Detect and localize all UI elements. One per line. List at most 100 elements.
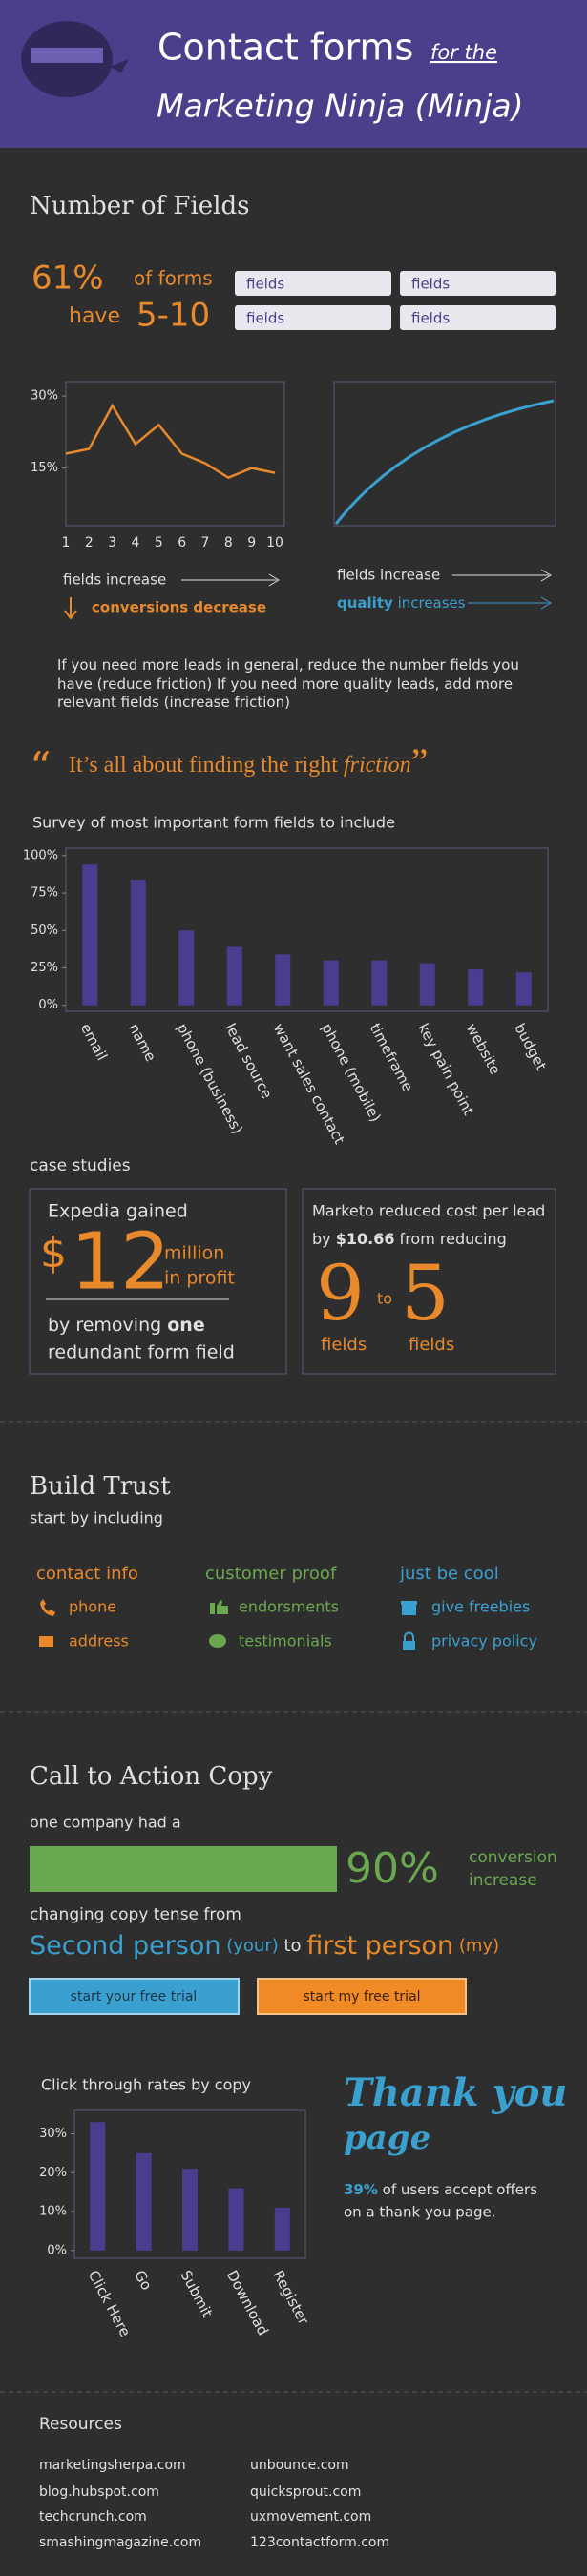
trust-item: give freebies [431,1598,530,1616]
bar [82,864,98,1006]
case-number: 9 [316,1249,365,1338]
case-text: to [377,1290,392,1308]
cta-text: changing copy tense from [30,1905,241,1924]
tense-note: (your) [221,1936,279,1956]
bar [136,2152,152,2251]
line [65,403,276,480]
quote: It’s all about finding the right frictio… [69,740,428,783]
field-boxes [235,271,556,330]
case-amount: 12 [71,1216,170,1307]
y-tick-label: 30% [31,389,58,404]
arrow [452,569,552,582]
bar [182,2169,198,2251]
y-tick-label: 15% [31,461,58,475]
tense-note: (my) [453,1936,499,1956]
x-tick-label: 10 [266,535,283,551]
bar [323,960,339,1006]
case-currency: $ [40,1229,67,1278]
y-tick-label: 0% [47,2243,67,2257]
x-tick-label: Download [223,2268,272,2338]
y-tick-label: 75% [31,886,58,901]
field-label: fields [411,310,450,327]
y-tick-label: 10% [39,2205,67,2219]
button[interactable] [257,1978,467,2015]
stat: 90% [346,1844,439,1893]
trust-item: address [69,1632,129,1651]
bar [226,946,242,1006]
bar [178,930,195,1006]
x-tick-label: 1 [62,535,71,551]
quote-mark: ” [411,740,429,783]
effect: quality increases [337,594,466,612]
stat-text: conversion [469,1848,557,1867]
effect-strong: quality [337,594,393,612]
x-tick-label: Go [131,2268,156,2294]
header-title-small: for the [430,41,497,64]
section-heading: Call to Action Copy [30,1762,273,1791]
section-subheading: start by including [30,1509,163,1527]
stat-text: have [69,304,120,328]
resource-link[interactable]: unbounce.com [250,2458,349,2473]
chart-title: Survey of most important form fields to … [32,814,395,832]
case-unit: million [164,1243,224,1264]
bar [228,2188,244,2251]
section-heading: Number of Fields [30,192,249,220]
stat: 61% [31,260,104,298]
thank-text: of users accept offers [378,2181,537,2198]
resource-link[interactable]: smashingmagazine.com [39,2535,201,2550]
bar [275,954,291,1006]
bar [419,963,435,1006]
trust-item: endorsments [239,1598,339,1616]
y-tick-label: 100% [23,848,58,862]
trust-item: phone [69,1598,116,1616]
x-tick-label: email [77,1021,111,1064]
case-number: 5 [401,1249,450,1338]
x-tick-label: 8 [224,535,233,551]
quote-mark: “ [30,744,52,793]
case-text: by $10.66 from reducing [312,1230,507,1248]
y-tick-label: 30% [39,2127,67,2141]
resource-link[interactable]: techcrunch.com [39,2509,147,2524]
button-label[interactable]: start your free trial [71,1989,198,2005]
resource-link[interactable]: 123contactform.com [250,2535,389,2550]
x-tick-label: Register [269,2268,312,2329]
plot-frame [65,847,549,1012]
arrow [64,597,77,620]
thank-title: Thank you [344,2070,568,2115]
stat-range: 5-10 [136,297,210,335]
button-label[interactable]: start my free trial [303,1989,420,2005]
y-tick-label: 50% [31,924,58,938]
case-text: by removing one [48,1315,205,1336]
x-tick-label: 5 [155,535,163,551]
resource-link[interactable]: blog.hubspot.com [39,2484,159,2500]
icons [39,1599,417,1650]
x-tick-label: 3 [108,535,116,551]
stat-text: of forms [134,267,213,290]
x-tick-label: 7 [201,535,210,551]
case-strong: $10.66 [336,1230,395,1248]
case-box [302,1188,556,1375]
column-title: customer proof [205,1564,337,1584]
thank-stat: 39% [344,2181,378,2198]
case-text: from reducing [394,1230,506,1248]
thank-text: on a thank you page. [344,2204,496,2221]
bar [274,2207,290,2251]
button[interactable] [29,1978,240,2015]
advice: If you need more leads in general, reduc… [57,656,519,711]
case-unit: in profit [164,1268,235,1289]
case-box [29,1188,287,1375]
bar [371,960,388,1006]
bar [515,972,532,1006]
case-text: Marketo reduced cost per lead [312,1202,545,1220]
x-tick-label: website [463,1021,504,1078]
thank-text: 39% of users accept offers [344,2181,537,2198]
resource-link[interactable]: marketingsherpa.com [39,2458,186,2473]
resource-link[interactable]: uxmovement.com [250,2509,371,2524]
caption: fields increase [63,571,166,589]
stat-text: increase [469,1871,537,1890]
resource-link[interactable]: quicksprout.com [250,2484,361,2500]
effect: conversions decrease [92,599,266,616]
bar [130,879,146,1006]
case-strong: one [167,1315,204,1336]
